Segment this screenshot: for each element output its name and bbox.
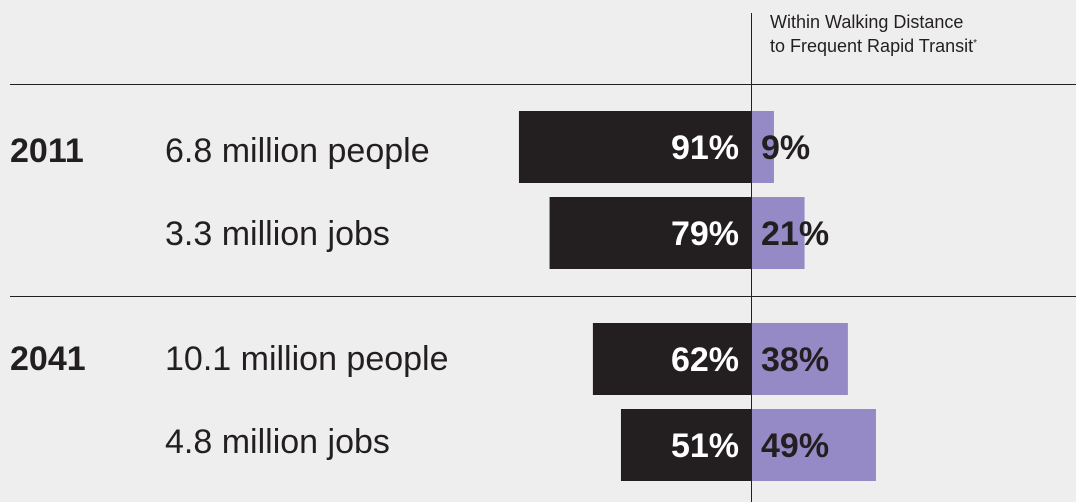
footnote-mark: * [973, 38, 978, 49]
row-label-2041-people: 10.1 million people [165, 340, 449, 378]
series-legend-label: Within Walking Distance to Frequent Rapi… [770, 10, 1070, 58]
label-within-2011-people: 9% [761, 129, 810, 167]
bar-not-within-2041-jobs [620, 409, 751, 481]
legend-line-2: to Frequent Rapid Transit* [770, 34, 1070, 58]
label-within-2011-jobs: 21% [761, 215, 829, 253]
divider-middle [10, 296, 1076, 297]
bar-within-2011-people [751, 111, 774, 183]
label-not-within-2041-people: 62% [671, 341, 739, 379]
row-label-2041-jobs: 4.8 million jobs [165, 423, 390, 461]
legend-line-1: Within Walking Distance [770, 12, 964, 32]
legend-line-2-text: to Frequent Rapid Transit [770, 36, 974, 56]
bar-within-2041-people [751, 323, 848, 395]
center-axis-line [751, 13, 752, 502]
label-not-within-2041-jobs: 51% [671, 427, 739, 465]
bar-within-2011-jobs [751, 197, 805, 269]
label-not-within-2011-people: 91% [671, 129, 739, 167]
label-not-within-2011-jobs: 79% [671, 215, 739, 253]
bar-not-within-2041-people [592, 323, 751, 395]
divider-top [10, 84, 1076, 85]
row-label-2011-jobs: 3.3 million jobs [165, 215, 390, 253]
row-label-2011-people: 6.8 million people [165, 132, 430, 170]
label-within-2041-people: 38% [761, 341, 829, 379]
year-label-2011: 2011 [10, 132, 84, 170]
label-within-2041-jobs: 49% [761, 427, 829, 465]
bar-not-within-2011-people [518, 111, 751, 183]
bar-within-2041-jobs [751, 409, 876, 481]
bar-not-within-2011-jobs [549, 197, 751, 269]
year-label-2041: 2041 [10, 340, 86, 378]
